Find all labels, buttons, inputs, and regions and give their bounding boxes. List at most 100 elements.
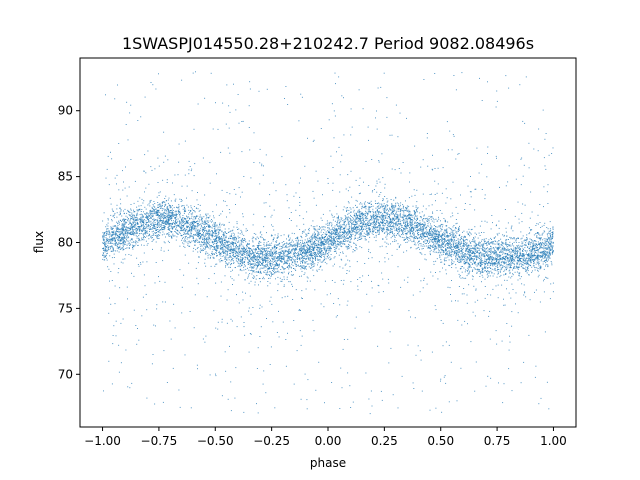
- data-point: [169, 230, 171, 231]
- data-point: [133, 241, 135, 243]
- data-point: [372, 231, 374, 233]
- data-point: [399, 204, 401, 206]
- data-point: [389, 231, 391, 233]
- data-point: [168, 217, 170, 219]
- data-point: [127, 229, 129, 231]
- data-point: [488, 248, 490, 250]
- data-point: [118, 143, 120, 144]
- data-point: [248, 252, 250, 254]
- data-point: [183, 212, 185, 214]
- data-point: [286, 238, 287, 240]
- data-point: [255, 264, 257, 266]
- data-point: [127, 218, 129, 220]
- data-point: [305, 254, 307, 256]
- data-point: [226, 299, 228, 301]
- data-point: [397, 243, 399, 245]
- data-point: [376, 220, 377, 222]
- data-point: [260, 247, 262, 249]
- data-point: [395, 230, 397, 232]
- data-point: [309, 246, 311, 248]
- data-point: [303, 253, 305, 255]
- data-point: [538, 261, 540, 263]
- data-point: [213, 310, 215, 312]
- data-point: [487, 153, 488, 154]
- data-point: [365, 236, 366, 237]
- data-point: [149, 229, 151, 230]
- data-point: [347, 372, 349, 374]
- data-point: [386, 232, 388, 234]
- data-point: [505, 273, 506, 275]
- data-point: [201, 234, 203, 236]
- data-point: [295, 270, 297, 271]
- data-point: [433, 232, 434, 234]
- data-point: [341, 228, 343, 230]
- data-point: [517, 251, 519, 253]
- data-point: [307, 238, 309, 240]
- data-point: [535, 289, 537, 291]
- data-point: [451, 249, 453, 251]
- data-point: [359, 203, 361, 205]
- data-point: [235, 255, 236, 257]
- data-point: [275, 190, 277, 192]
- data-point: [470, 256, 472, 258]
- data-point: [131, 224, 133, 226]
- data-point: [263, 265, 265, 267]
- data-point: [325, 258, 327, 260]
- data-point: [155, 325, 156, 327]
- data-point: [193, 175, 195, 177]
- data-point: [279, 245, 281, 247]
- data-point: [365, 161, 367, 162]
- data-point: [260, 250, 262, 252]
- data-point: [296, 246, 298, 248]
- data-point: [209, 225, 211, 227]
- data-point: [405, 224, 406, 225]
- data-point: [188, 160, 190, 162]
- data-point: [398, 203, 400, 205]
- data-point: [438, 218, 440, 220]
- data-point: [113, 210, 114, 212]
- data-point: [121, 239, 123, 241]
- data-point: [383, 217, 385, 219]
- data-point: [195, 238, 197, 240]
- data-point: [414, 235, 416, 237]
- data-point: [160, 212, 162, 214]
- data-point: [342, 237, 344, 239]
- data-point: [169, 207, 171, 209]
- data-point: [513, 259, 515, 261]
- data-point: [196, 215, 198, 217]
- data-point: [411, 225, 413, 227]
- data-point: [308, 266, 310, 268]
- data-point: [389, 221, 391, 223]
- data-point: [329, 246, 331, 248]
- data-point: [437, 183, 439, 185]
- data-point: [258, 271, 259, 273]
- data-point: [447, 256, 449, 258]
- data-point: [260, 236, 262, 238]
- data-point: [458, 153, 460, 154]
- data-point: [240, 268, 242, 270]
- data-point: [230, 243, 232, 245]
- data-point: [174, 223, 176, 225]
- data-point: [184, 238, 186, 240]
- data-point: [281, 257, 283, 259]
- data-point: [479, 249, 480, 251]
- data-point: [181, 226, 182, 228]
- data-point: [468, 245, 470, 247]
- data-point: [305, 234, 307, 236]
- data-point: [311, 242, 313, 244]
- data-point: [493, 238, 495, 239]
- data-point: [153, 212, 155, 214]
- data-point: [395, 221, 397, 223]
- data-point: [413, 218, 415, 219]
- data-point: [445, 241, 447, 242]
- data-point: [329, 243, 331, 245]
- data-point: [330, 254, 332, 255]
- data-point: [513, 267, 515, 269]
- data-point: [288, 207, 290, 209]
- data-point: [103, 390, 104, 392]
- data-point: [143, 244, 145, 246]
- data-point: [285, 86, 287, 87]
- data-point: [446, 121, 448, 123]
- data-point: [237, 255, 239, 257]
- data-point: [455, 257, 457, 259]
